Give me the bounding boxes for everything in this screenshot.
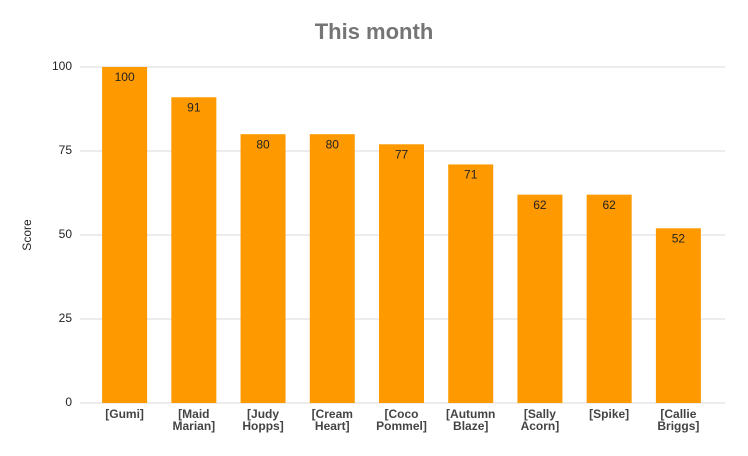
bar bbox=[586, 194, 632, 403]
y-tick-label: 75 bbox=[59, 143, 73, 157]
x-tick-label: [Gumi] bbox=[105, 407, 144, 421]
data-label: 52 bbox=[672, 231, 686, 245]
y-tick-label: 100 bbox=[52, 59, 72, 73]
bar bbox=[379, 144, 424, 403]
bar bbox=[309, 134, 355, 403]
x-tick-label: [Spike] bbox=[589, 407, 629, 421]
chart-title: This month bbox=[315, 19, 434, 44]
data-label: 100 bbox=[115, 70, 135, 84]
bar bbox=[171, 97, 217, 404]
x-tick-label: [Sally Acorn] bbox=[521, 407, 560, 433]
data-label: 80 bbox=[326, 137, 340, 151]
x-tick-label: [Coco Pommel] bbox=[376, 407, 427, 433]
bar bbox=[517, 194, 563, 403]
bar bbox=[655, 228, 701, 403]
x-tick-label: [Callie Briggs] bbox=[657, 407, 699, 433]
data-label: 71 bbox=[464, 168, 478, 182]
x-tick-label: [Judy Hopps] bbox=[242, 407, 283, 433]
data-label: 91 bbox=[187, 100, 201, 114]
data-label: 77 bbox=[395, 147, 409, 161]
y-tick-label: 50 bbox=[59, 227, 73, 241]
x-tick-label: [Maid Marian] bbox=[172, 407, 215, 433]
y-tick-label: 0 bbox=[65, 395, 72, 409]
data-label: 62 bbox=[602, 198, 616, 212]
data-label: 62 bbox=[533, 198, 547, 212]
x-tick-label: [Cream Heart] bbox=[312, 407, 353, 433]
y-axis-label: Score bbox=[20, 219, 34, 251]
bar bbox=[102, 67, 148, 403]
y-tick-label: 25 bbox=[59, 311, 73, 325]
bar bbox=[448, 164, 494, 403]
x-tick-label: [Autumn Blaze] bbox=[446, 407, 495, 433]
bar bbox=[240, 134, 286, 403]
data-label: 80 bbox=[256, 137, 270, 151]
